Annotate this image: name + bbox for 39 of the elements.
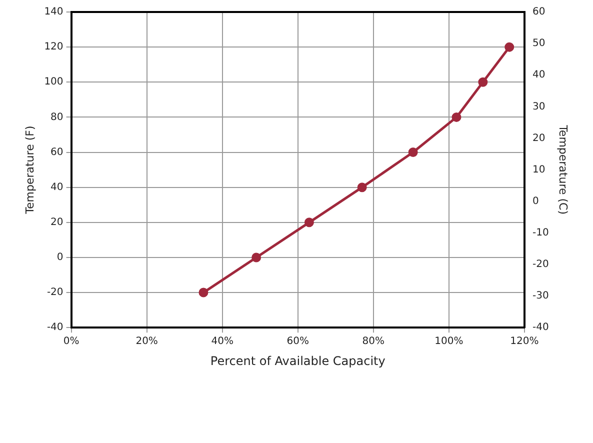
x-tick-label: 60% xyxy=(286,336,309,348)
y2-tick-label: -40 xyxy=(532,322,549,334)
y2-axis-title: Temperature (C) xyxy=(556,124,570,215)
y2-tick-label: 60 xyxy=(532,6,546,18)
y-tick-label: -40 xyxy=(46,322,64,334)
point xyxy=(304,218,314,228)
x-tick-label: 0% xyxy=(63,336,80,348)
x-tick-label: 40% xyxy=(211,336,234,348)
y2-tick-label: 0 xyxy=(532,196,539,207)
y2-tick-label: 10 xyxy=(532,164,546,176)
point xyxy=(504,42,514,52)
y2-tick-label: 20 xyxy=(532,132,546,144)
y-tick-label: 40 xyxy=(50,182,64,193)
point xyxy=(198,288,208,298)
x-tick-label: 100% xyxy=(434,336,464,348)
y-tick-label: 100 xyxy=(44,76,64,88)
y2-tick-label: -20 xyxy=(532,259,549,270)
y2-tick-label: -10 xyxy=(532,228,549,239)
y-tick-label: 140 xyxy=(44,6,64,18)
x-tick-label: 20% xyxy=(136,336,158,348)
y-tick-label: 20 xyxy=(50,216,64,228)
y-tick-label: -20 xyxy=(46,287,64,298)
x-tick-label: 80% xyxy=(362,336,385,348)
y-tick-label: 80 xyxy=(50,112,64,123)
y2-tick-label: 30 xyxy=(532,101,546,112)
y2-tick-label: -30 xyxy=(532,290,549,302)
y-tick-label: 0 xyxy=(56,252,64,264)
y2-tick-label: 50 xyxy=(532,38,546,50)
x-tick-label: 120% xyxy=(510,336,539,348)
point xyxy=(452,112,462,122)
point xyxy=(357,182,367,192)
y-tick-label: 60 xyxy=(50,146,64,158)
x-axis-title: Percent of Available Capacity xyxy=(210,354,386,368)
y2-tick-label: 40 xyxy=(532,70,546,81)
point xyxy=(478,77,488,87)
point xyxy=(252,252,262,262)
y-tick-label: 120 xyxy=(44,42,64,53)
y-axis-title: Temperature (F) xyxy=(23,126,36,215)
point xyxy=(408,148,418,158)
